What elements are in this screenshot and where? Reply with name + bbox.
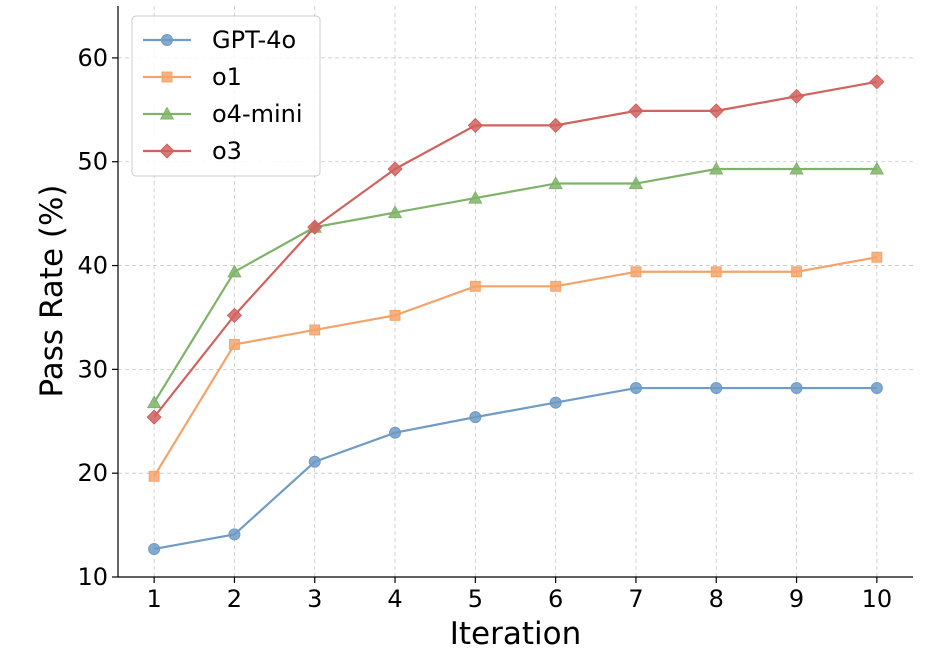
series-o3	[146, 74, 885, 425]
data-point-o4-mini	[869, 161, 885, 175]
data-point-gpt-4o	[308, 455, 321, 468]
legend-label: o4-mini	[212, 100, 303, 128]
data-point-o4-mini	[227, 264, 242, 278]
data-point-gpt-4o	[469, 411, 482, 424]
data-point-gpt-4o	[228, 528, 241, 541]
data-point-o1	[389, 309, 401, 321]
y-tick-label: 60	[77, 44, 108, 72]
legend-item-o3: o3	[143, 137, 242, 165]
data-point-o4-mini	[146, 395, 162, 409]
x-tick-label: 2	[227, 585, 242, 613]
data-point-o3	[869, 74, 885, 90]
legend: GPT-4o o1 o4-mini o3	[131, 15, 321, 177]
data-point-o1	[630, 266, 642, 278]
series-gpt-4o	[148, 382, 883, 555]
data-point-o4-mini	[387, 205, 403, 219]
y-tick-label: 10	[77, 563, 108, 591]
legend-label: o3	[212, 137, 242, 165]
x-tick-label: 8	[709, 585, 724, 613]
x-axis-title: Iteration	[450, 616, 582, 652]
series-line-o3	[153, 80, 878, 418]
legend-swatch-marker	[159, 143, 175, 159]
series-line-o1	[153, 256, 878, 477]
data-point-o1	[550, 280, 562, 292]
y-tick-label: 40	[77, 252, 108, 280]
data-point-o3	[146, 409, 162, 425]
series	[146, 74, 885, 555]
data-point-o1	[228, 338, 240, 350]
series-o1	[148, 251, 883, 482]
y-axis-title: Pass Rate (%)	[34, 184, 70, 397]
data-point-o3	[226, 307, 243, 323]
data-point-gpt-4o	[148, 542, 161, 555]
data-point-gpt-4o	[710, 382, 723, 395]
y-tick-label: 30	[77, 355, 108, 383]
legend-label: o1	[212, 63, 242, 91]
x-tick-label: 4	[387, 585, 402, 613]
data-point-o1	[871, 251, 883, 263]
legend-item-gpt-4o: GPT-4o	[143, 26, 296, 54]
x-tick-label: 3	[307, 585, 322, 613]
data-point-o1	[710, 266, 722, 278]
legend-swatch-marker	[159, 106, 175, 120]
data-point-o3	[548, 117, 564, 133]
x-tick-label: 7	[628, 585, 643, 613]
data-point-o4-mini	[628, 176, 644, 190]
legend-frame	[131, 15, 321, 177]
data-point-o3	[708, 103, 724, 119]
x-tick-label: 10	[862, 585, 893, 613]
data-point-o1	[791, 266, 803, 278]
data-point-o1	[309, 324, 321, 336]
legend-label: GPT-4o	[212, 26, 296, 54]
y-tick-label: 50	[77, 148, 108, 176]
legend-item-o1: o1	[143, 63, 242, 91]
ticks: 10 20 30 40 50 60 1 2 3 4 5 6 7 8 9 10	[77, 44, 892, 613]
data-point-o3	[467, 117, 483, 133]
x-tick-label: 1	[146, 585, 161, 613]
data-point-o4-mini	[468, 190, 483, 204]
data-point-gpt-4o	[629, 382, 642, 395]
data-point-o4-mini	[548, 176, 563, 190]
data-point-gpt-4o	[870, 382, 883, 395]
series-o4-mini	[146, 161, 885, 409]
data-point-o4-mini	[709, 161, 724, 175]
legend-swatch-marker	[161, 71, 173, 83]
legend-item-o4-mini: o4-mini	[143, 100, 303, 128]
data-point-o1	[148, 470, 160, 482]
data-point-o4-mini	[789, 161, 804, 175]
data-point-o3	[307, 219, 323, 235]
data-point-o3	[788, 88, 805, 104]
data-point-o3	[387, 161, 403, 177]
legend-swatch-marker	[161, 34, 173, 46]
data-point-gpt-4o	[389, 426, 402, 439]
data-point-gpt-4o	[790, 382, 803, 395]
data-point-o3	[628, 103, 644, 119]
axes	[117, 6, 913, 578]
x-tick-label: 9	[789, 585, 804, 613]
data-point-o1	[469, 280, 481, 292]
data-point-gpt-4o	[549, 396, 562, 409]
x-tick-label: 6	[548, 585, 563, 613]
series-line-o4-mini	[153, 167, 877, 404]
y-tick-label: 20	[77, 459, 108, 487]
x-tick-label: 5	[468, 585, 483, 613]
series-line-gpt-4o	[153, 386, 877, 551]
